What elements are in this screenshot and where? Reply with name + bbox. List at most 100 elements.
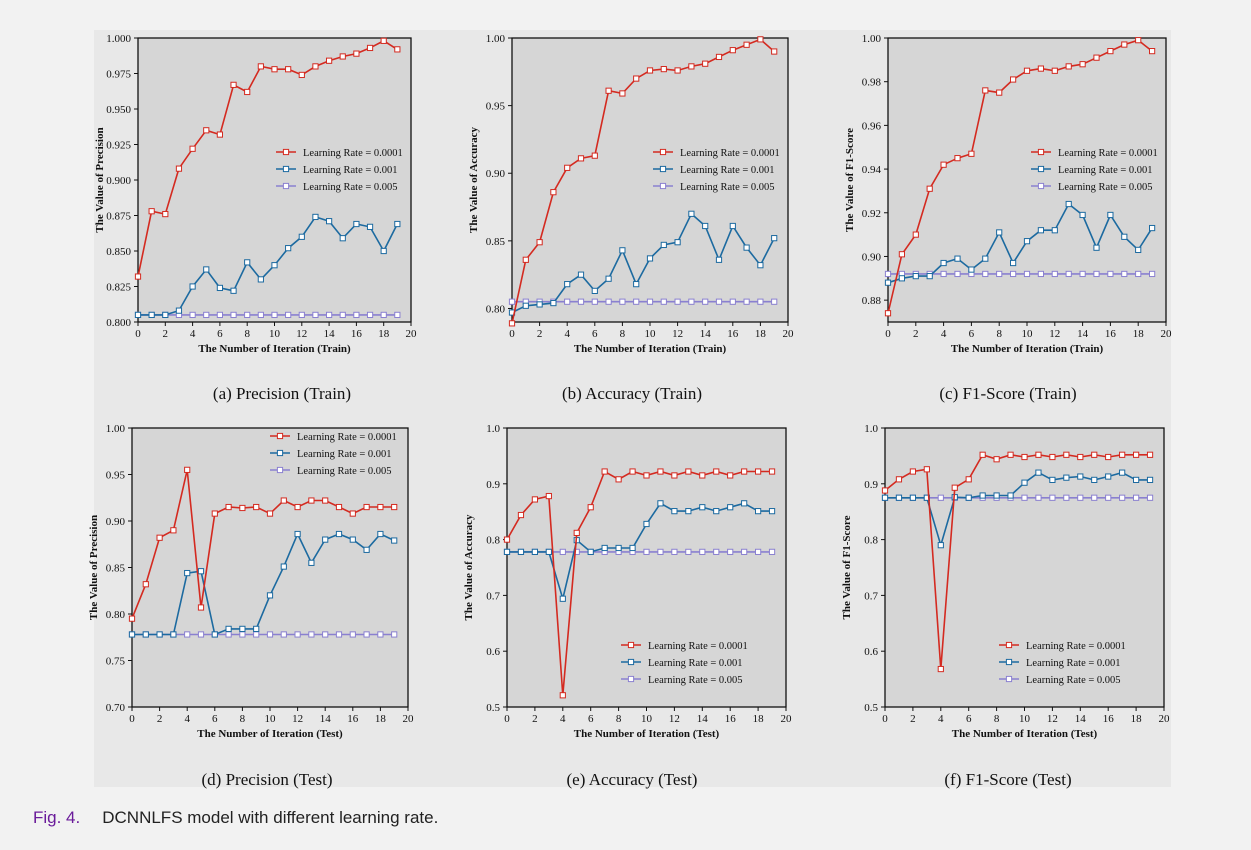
data-point bbox=[134, 311, 142, 318]
x-axis-label: The Number of Iteration (Test) bbox=[952, 728, 1098, 740]
data-point bbox=[211, 510, 218, 517]
y-tick-label: 0.98 bbox=[862, 77, 882, 89]
data-point bbox=[743, 244, 750, 251]
data-point bbox=[1093, 270, 1100, 278]
legend-label: Learning Rate = 0.005 bbox=[1058, 182, 1153, 193]
data-point bbox=[522, 302, 529, 309]
legend-swatch-marker bbox=[1005, 658, 1013, 666]
data-point bbox=[937, 665, 944, 673]
data-point bbox=[619, 247, 626, 254]
x-tick-label: 12 bbox=[296, 328, 307, 340]
data-point bbox=[203, 266, 210, 273]
data-point bbox=[1010, 259, 1017, 267]
data-point bbox=[671, 472, 678, 479]
data-point bbox=[633, 281, 640, 288]
subcaption-b: (b) Accuracy (Train) bbox=[561, 384, 703, 403]
data-point bbox=[189, 311, 196, 318]
data-point bbox=[1133, 476, 1140, 483]
data-point bbox=[522, 256, 529, 263]
x-tick-label: 10 bbox=[641, 713, 653, 725]
y-tick-label: 0.950 bbox=[106, 104, 131, 116]
data-point bbox=[729, 222, 736, 230]
data-point bbox=[1119, 469, 1126, 476]
x-tick-label: 18 bbox=[1131, 713, 1143, 725]
data-point bbox=[1007, 451, 1014, 458]
data-point bbox=[244, 259, 251, 266]
data-point bbox=[294, 631, 301, 638]
data-point bbox=[170, 527, 177, 534]
data-point bbox=[175, 165, 183, 172]
data-point bbox=[884, 279, 892, 286]
data-point bbox=[1093, 244, 1100, 251]
data-point bbox=[646, 255, 654, 262]
data-point bbox=[203, 311, 210, 318]
legend-swatch-marker bbox=[627, 675, 635, 683]
data-point bbox=[503, 548, 511, 555]
data-point bbox=[646, 67, 654, 74]
data-point bbox=[244, 88, 251, 96]
y-tick-label: 0.80 bbox=[106, 609, 126, 621]
x-tick-label: 16 bbox=[725, 713, 737, 725]
data-point bbox=[239, 504, 246, 512]
data-point bbox=[996, 229, 1003, 236]
y-tick-label: 0.88 bbox=[862, 295, 882, 307]
x-tick-label: 18 bbox=[753, 713, 765, 725]
data-point bbox=[619, 90, 626, 97]
y-tick-label: 1.000 bbox=[106, 33, 131, 45]
data-point bbox=[1037, 65, 1045, 72]
y-tick-label: 0.5 bbox=[486, 702, 500, 714]
legend-swatch-marker bbox=[1037, 182, 1045, 190]
x-tick-label: 12 bbox=[669, 713, 680, 725]
data-point bbox=[982, 270, 989, 278]
data-point bbox=[1107, 270, 1114, 278]
data-point bbox=[148, 208, 155, 215]
x-tick-label: 10 bbox=[645, 328, 657, 340]
data-point bbox=[294, 530, 301, 538]
data-point bbox=[285, 311, 292, 318]
chart-precision-test: 0 2 4 6 8 10 12 14 16 18 20 0.70 0.75 0.80 0.85 0.90 0.9… bbox=[88, 423, 414, 740]
data-point bbox=[216, 284, 224, 292]
data-point bbox=[699, 548, 706, 555]
x-tick-label: 20 bbox=[406, 328, 418, 340]
plot-area bbox=[137, 37, 412, 323]
y-axis-label: The Value of F1-Score bbox=[841, 515, 853, 619]
y-tick-label: 0.6 bbox=[486, 646, 500, 658]
data-point bbox=[203, 127, 210, 134]
data-point bbox=[298, 233, 305, 240]
data-point bbox=[743, 298, 750, 305]
y-tick-label: 1.00 bbox=[486, 33, 506, 45]
data-point bbox=[1119, 494, 1126, 501]
y-axis-label: The Value of Precision bbox=[94, 127, 106, 232]
data-point bbox=[587, 504, 594, 511]
legend-swatch-marker bbox=[627, 641, 635, 649]
x-tick-label: 2 bbox=[532, 713, 538, 725]
data-point bbox=[1051, 67, 1058, 74]
data-point bbox=[253, 625, 260, 632]
data-point bbox=[239, 625, 246, 632]
data-point bbox=[536, 301, 543, 308]
subcaption-c: (c) F1-Score (Train) bbox=[939, 384, 1077, 403]
legend-label: Learning Rate = 0.005 bbox=[303, 182, 398, 193]
data-point bbox=[211, 631, 218, 638]
y-tick-label: 0.800 bbox=[106, 317, 131, 329]
data-point bbox=[1035, 494, 1042, 501]
data-point bbox=[280, 563, 287, 570]
x-tick-label: 0 bbox=[509, 328, 515, 340]
data-point bbox=[674, 67, 681, 74]
data-point bbox=[184, 569, 191, 577]
y-tick-label: 0.85 bbox=[106, 563, 126, 575]
data-point bbox=[162, 210, 169, 218]
data-point bbox=[757, 36, 764, 43]
x-tick-label: 10 bbox=[1019, 713, 1031, 725]
data-point bbox=[1051, 270, 1058, 278]
data-point bbox=[280, 497, 287, 504]
legend-swatch-marker bbox=[276, 449, 284, 457]
data-point bbox=[605, 275, 612, 282]
data-point bbox=[391, 503, 398, 511]
data-point bbox=[189, 283, 196, 290]
data-point bbox=[727, 548, 734, 555]
data-point bbox=[363, 503, 370, 511]
data-point bbox=[339, 53, 346, 60]
data-point bbox=[1079, 61, 1086, 68]
data-point bbox=[577, 271, 585, 278]
